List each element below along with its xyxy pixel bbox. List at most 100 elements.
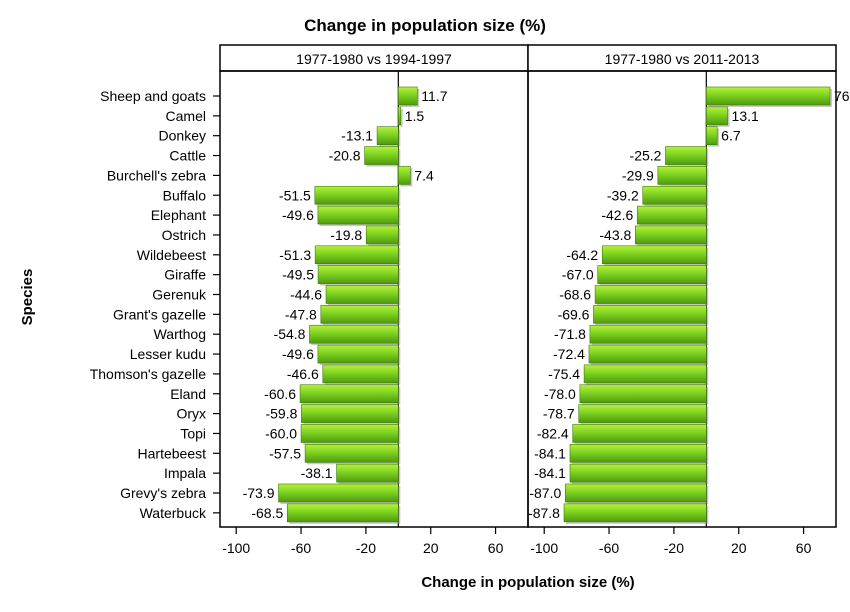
panel-strip bbox=[219, 44, 529, 72]
bar bbox=[309, 324, 399, 344]
bar-value-label: -42.6 bbox=[601, 207, 633, 223]
bar-value-label: -78.0 bbox=[544, 386, 576, 402]
panel-strip-label: 1977-1980 vs 1994-1997 bbox=[296, 51, 452, 67]
bar bbox=[376, 126, 399, 145]
bar bbox=[317, 205, 399, 225]
bar-value-label: -20.8 bbox=[329, 148, 361, 164]
bar-value-label: -44.6 bbox=[290, 287, 322, 303]
category-label: Grant's gazelle bbox=[113, 306, 206, 322]
bar bbox=[636, 205, 707, 225]
bar-value-label: -59.8 bbox=[265, 406, 297, 422]
bar-value-label: 6.7 bbox=[721, 128, 741, 144]
category-label: Thomson's gazelle bbox=[90, 366, 207, 382]
panel-frame bbox=[527, 70, 837, 528]
chart-title: Change in population size (%) bbox=[304, 16, 546, 35]
bar bbox=[322, 364, 399, 384]
category-label: Giraffe bbox=[164, 267, 206, 283]
bar bbox=[317, 265, 399, 284]
category-label: Elephant bbox=[151, 207, 206, 223]
bar bbox=[301, 404, 399, 423]
panel-strip bbox=[527, 44, 837, 72]
bar-value-label: -49.6 bbox=[282, 207, 314, 223]
bar-value-label: -43.8 bbox=[599, 227, 631, 243]
bar-value-label: 11.7 bbox=[421, 88, 447, 104]
bar bbox=[583, 364, 707, 384]
bar bbox=[597, 265, 707, 284]
bar-value-label: -68.5 bbox=[251, 505, 283, 521]
bar bbox=[665, 146, 707, 165]
bar-value-label: -84.1 bbox=[534, 465, 566, 481]
bar-shadow bbox=[400, 108, 403, 127]
bar bbox=[706, 106, 728, 126]
bar-value-label: 7.4 bbox=[414, 167, 434, 183]
x-tick-label: -100 bbox=[222, 540, 250, 556]
x-tick-label: 20 bbox=[423, 540, 439, 556]
category-label: Sheep and goats bbox=[100, 88, 206, 104]
x-axis-label: Change in population size (%) bbox=[421, 574, 634, 591]
bar bbox=[286, 503, 399, 523]
bar-value-label: -51.5 bbox=[279, 187, 311, 203]
category-label: Cattle bbox=[169, 148, 206, 164]
bar-value-label: -68.6 bbox=[559, 287, 591, 303]
bar bbox=[563, 503, 707, 523]
bar-value-label: -13.1 bbox=[341, 128, 373, 144]
bar bbox=[398, 86, 418, 106]
category-label: Ostrich bbox=[162, 227, 206, 243]
bar bbox=[398, 166, 411, 185]
x-tick-label: 60 bbox=[488, 540, 504, 556]
bar-value-label: -47.8 bbox=[285, 306, 317, 322]
bar bbox=[572, 424, 707, 443]
bar-value-label: -64.2 bbox=[566, 247, 598, 263]
bar bbox=[593, 305, 707, 324]
category-label: Buffalo bbox=[163, 187, 207, 203]
bar bbox=[398, 106, 402, 126]
bar bbox=[365, 225, 399, 245]
category-label: Camel bbox=[166, 108, 206, 124]
bar-value-label: -51.3 bbox=[279, 247, 311, 263]
bar bbox=[336, 463, 399, 483]
bar bbox=[635, 225, 707, 245]
category-label: Warthog bbox=[154, 326, 206, 342]
bar bbox=[594, 285, 707, 304]
bar-value-label: -19.8 bbox=[330, 227, 362, 243]
category-label: Donkey bbox=[159, 128, 206, 144]
category-label: Waterbuck bbox=[140, 505, 207, 521]
bar-value-label: -49.6 bbox=[282, 346, 314, 362]
bar bbox=[588, 344, 707, 364]
x-tick-label: 20 bbox=[731, 540, 747, 556]
bar bbox=[578, 404, 707, 423]
bar bbox=[304, 443, 399, 463]
bar-value-label: -71.8 bbox=[554, 326, 586, 342]
bar-value-label: 13.1 bbox=[732, 108, 759, 124]
y-axis-label: Species bbox=[19, 269, 36, 326]
bar-value-label: -87.0 bbox=[529, 485, 561, 501]
category-label: Oryx bbox=[176, 406, 206, 422]
bar-value-label: -72.4 bbox=[553, 346, 585, 362]
plot-area: 1977-1980 vs 1994-1997 11.7 1.5 -13.1 -20.8 7… bbox=[90, 44, 850, 556]
bar-value-label: -60.6 bbox=[264, 386, 296, 402]
bar bbox=[300, 424, 399, 443]
bar bbox=[320, 305, 399, 324]
x-tick-label: -20 bbox=[356, 540, 376, 556]
bar bbox=[569, 443, 707, 463]
bar bbox=[657, 166, 707, 185]
bar-value-label: -78.7 bbox=[543, 406, 575, 422]
x-tick-label: -60 bbox=[291, 540, 311, 556]
bar bbox=[325, 285, 399, 304]
bar-value-label: -29.9 bbox=[622, 167, 654, 183]
bar-value-label: -25.2 bbox=[630, 148, 662, 164]
bar bbox=[364, 146, 399, 165]
x-tick-label: -60 bbox=[599, 540, 619, 556]
bar bbox=[706, 86, 831, 106]
bar bbox=[706, 126, 718, 145]
category-label: Topi bbox=[180, 425, 206, 441]
category-label: Burchell's zebra bbox=[107, 167, 206, 183]
bar-value-label: -57.5 bbox=[269, 445, 301, 461]
bar-value-label: -49.5 bbox=[282, 267, 314, 283]
bar-value-label: -82.4 bbox=[537, 425, 569, 441]
bar-value-label: -73.9 bbox=[243, 485, 275, 501]
x-tick-label: -20 bbox=[664, 540, 684, 556]
bar-value-label: -84.1 bbox=[534, 445, 566, 461]
